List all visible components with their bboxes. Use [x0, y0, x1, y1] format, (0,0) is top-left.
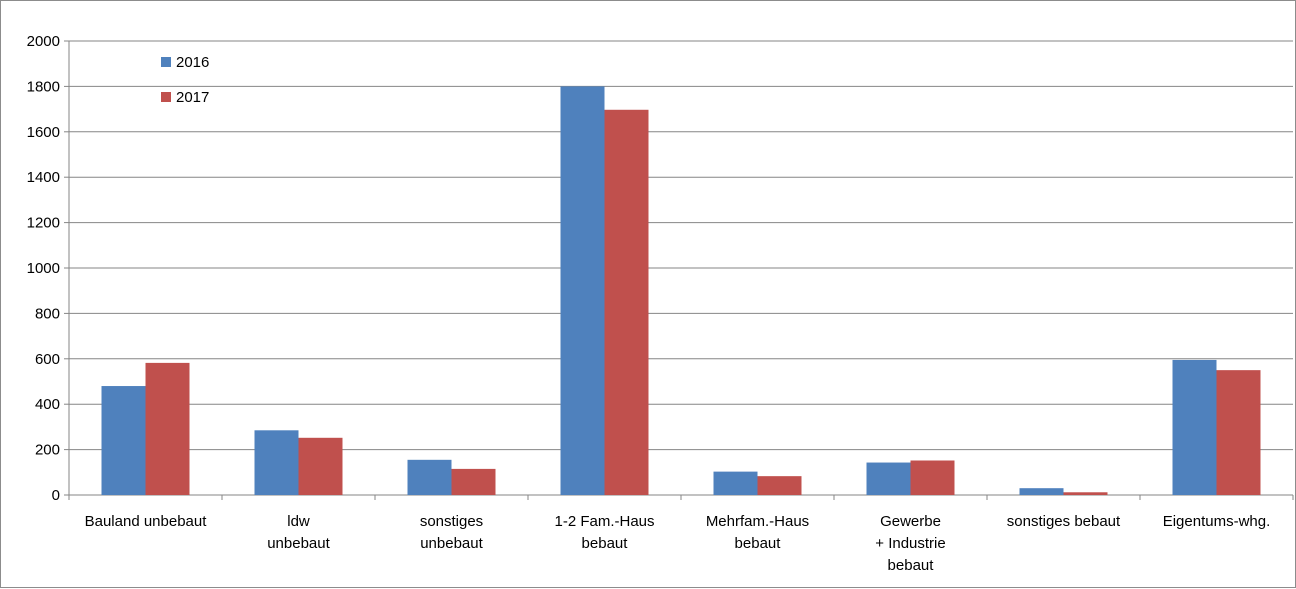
y-tick-label: 1800	[27, 78, 60, 95]
bar-2017	[298, 437, 343, 495]
bar-2017	[604, 109, 649, 495]
category-label: sonstiges bebaut	[1007, 513, 1121, 530]
bar-2016	[1019, 488, 1064, 495]
category-label: bebaut	[582, 535, 629, 552]
legend-swatch-2017	[161, 92, 171, 102]
y-tick-label: 1000	[27, 260, 60, 277]
y-tick-label: 2000	[27, 33, 60, 50]
y-tick-label: 0	[52, 487, 60, 504]
category-label: + Industrie	[875, 535, 945, 552]
y-tick-label: 1400	[27, 169, 60, 186]
category-label: bebaut	[888, 557, 935, 574]
y-tick-label: 200	[35, 442, 60, 459]
bar-2017	[1216, 370, 1261, 495]
legend-label: 2016	[176, 54, 209, 71]
legend-swatch-2016	[161, 57, 171, 67]
bar-2016	[560, 86, 605, 496]
category-label: Bauland unbebaut	[85, 513, 208, 530]
bar-2017	[757, 476, 802, 495]
bar-2016	[101, 386, 146, 495]
bar-2017	[910, 460, 955, 495]
category-label: 1-2 Fam.-Haus	[554, 513, 654, 530]
y-tick-label: 1200	[27, 215, 60, 232]
bar-2016	[407, 459, 452, 495]
category-label: ldw	[287, 513, 310, 530]
category-label: sonstiges	[420, 513, 483, 530]
category-label: Mehrfam.-Haus	[706, 513, 809, 530]
bar-2017	[451, 468, 496, 495]
category-label: Gewerbe	[880, 513, 941, 530]
legend-label: 2017	[176, 89, 209, 106]
category-label: Eigentums-whg.	[1163, 513, 1271, 530]
bar-2016	[1172, 359, 1217, 495]
bar-2016	[866, 462, 911, 495]
y-tick-label: 600	[35, 351, 60, 368]
y-tick-label: 800	[35, 305, 60, 322]
category-label: unbebaut	[267, 535, 330, 552]
bar-2016	[254, 430, 299, 495]
bar-2017	[1063, 492, 1108, 495]
category-label: bebaut	[735, 535, 782, 552]
bar-2017	[145, 362, 190, 495]
y-tick-label: 1600	[27, 124, 60, 141]
bar-2016	[713, 471, 758, 495]
category-label: unbebaut	[420, 535, 483, 552]
y-tick-label: 400	[35, 396, 60, 413]
